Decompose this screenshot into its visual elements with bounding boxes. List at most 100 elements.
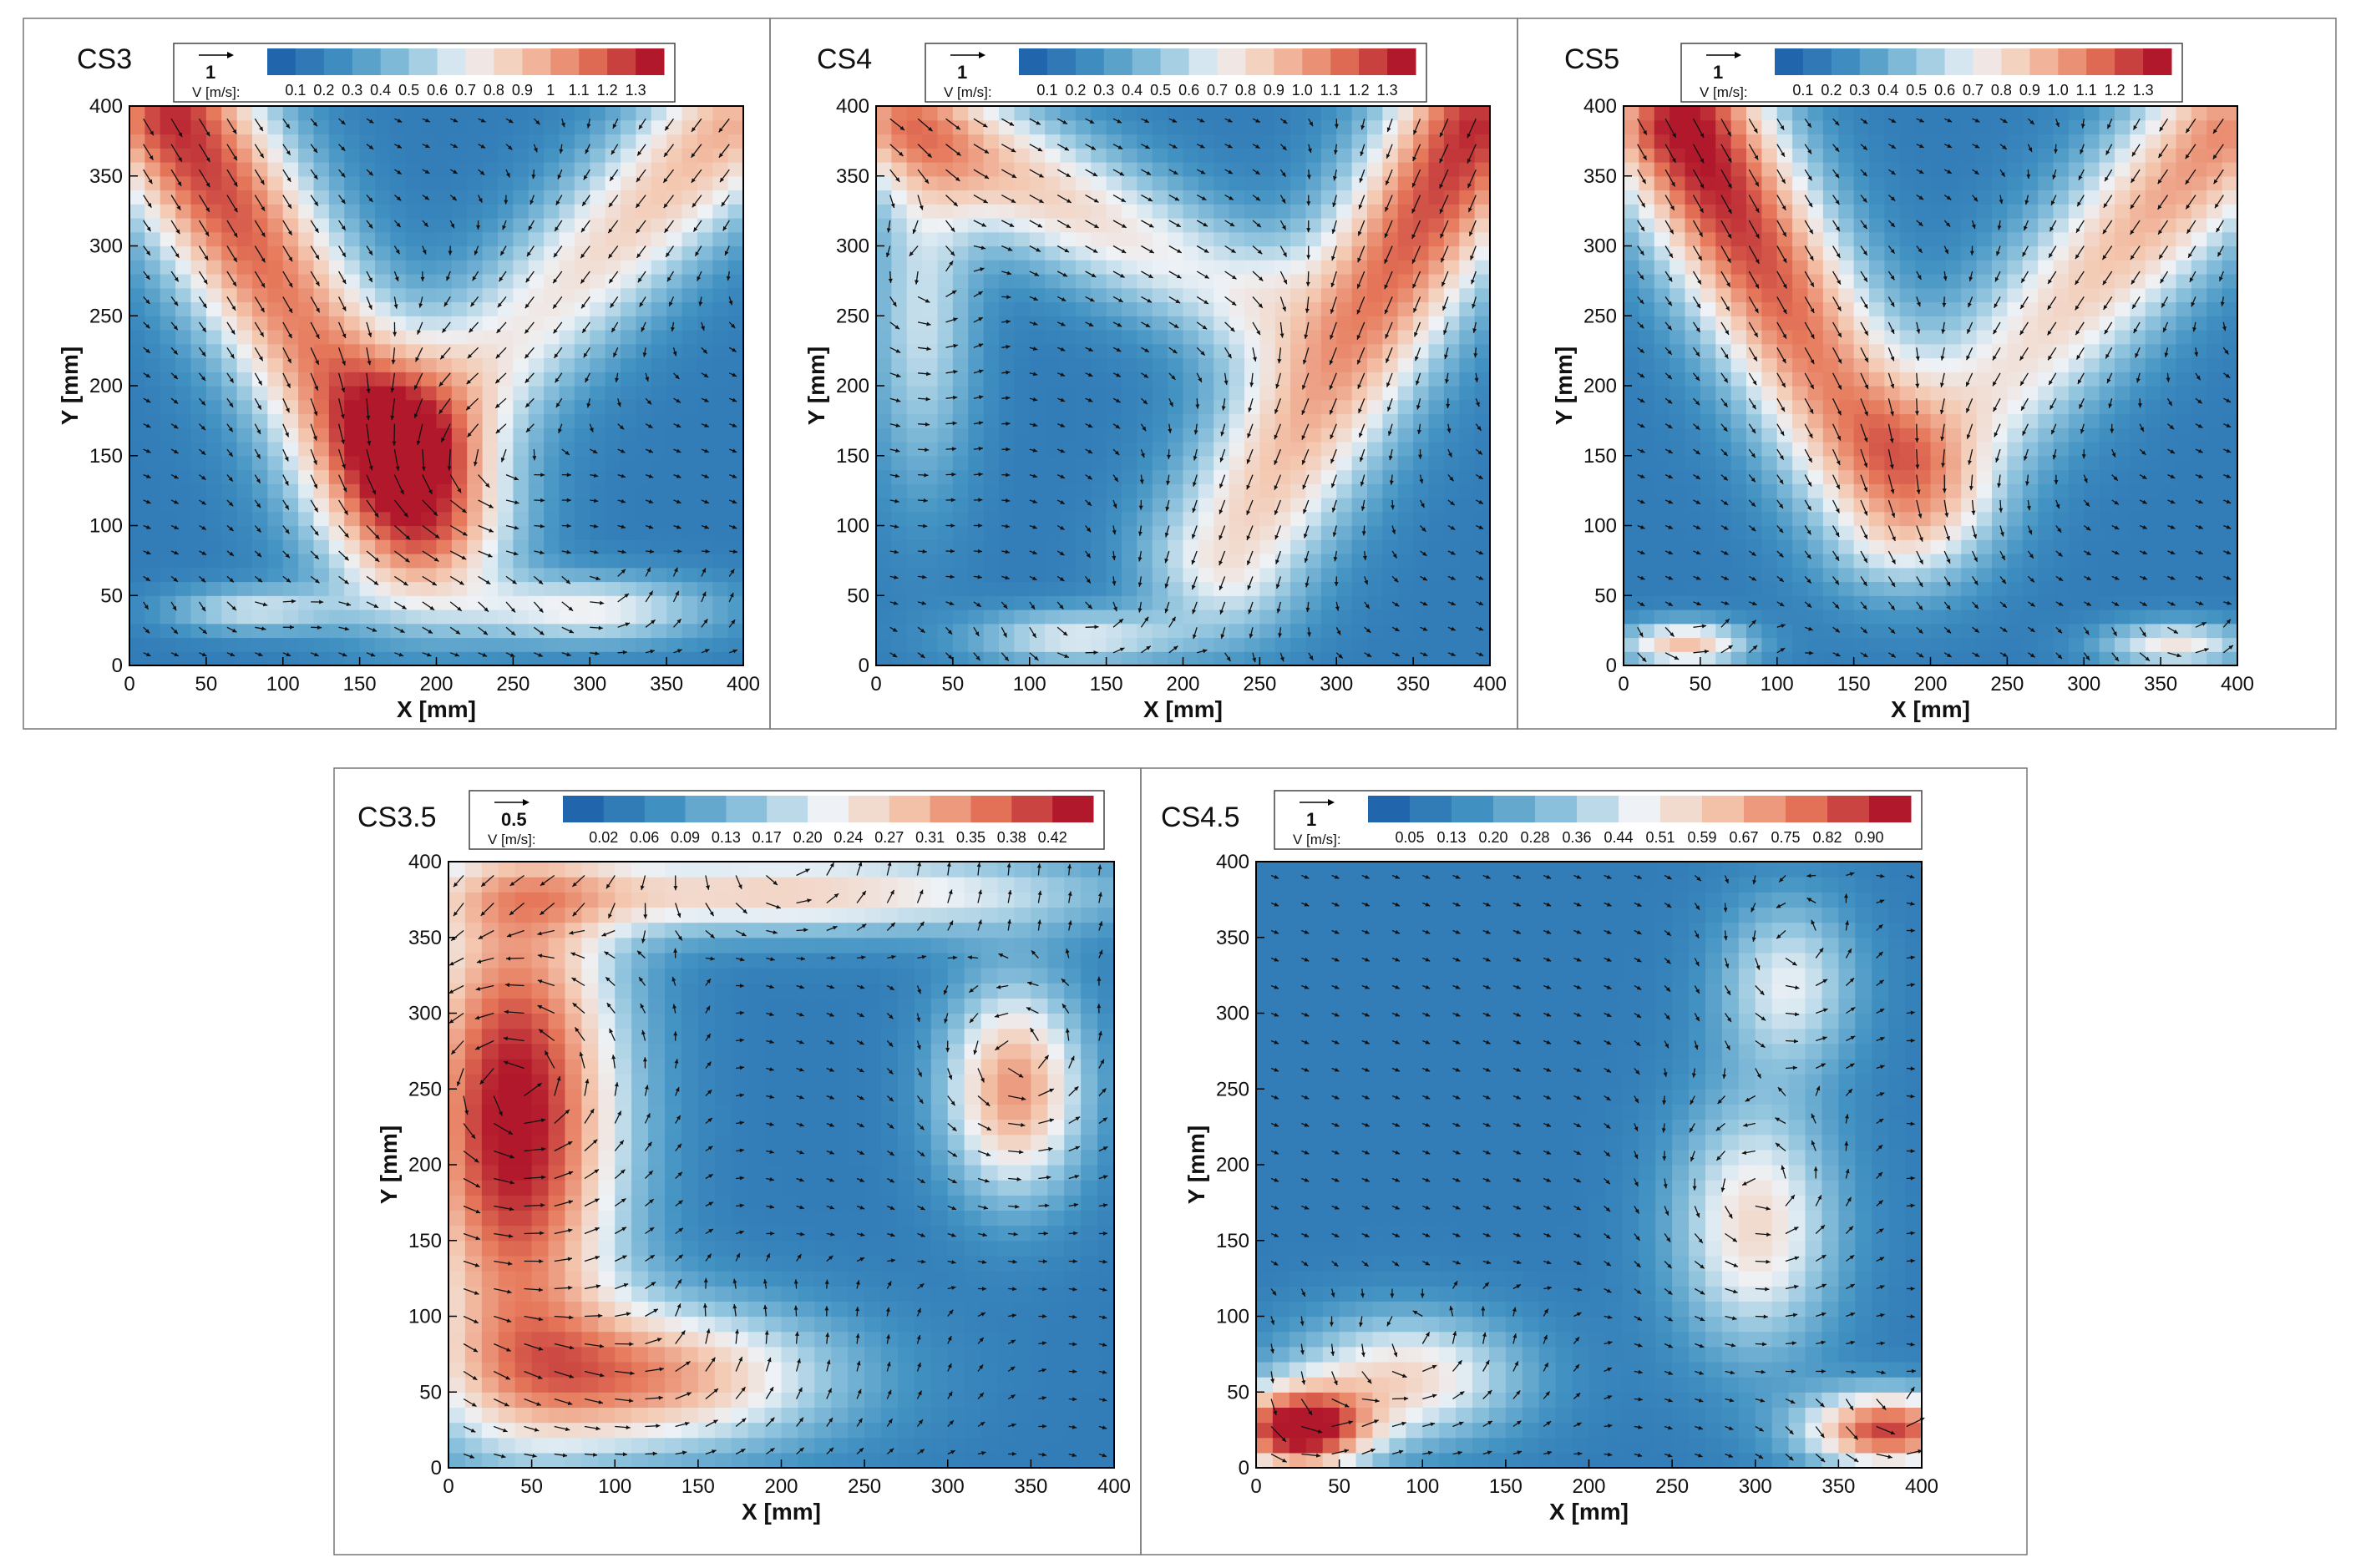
heatmap-cell [390, 469, 407, 484]
heatmap-cell [1259, 567, 1276, 583]
heatmap-cell [1459, 287, 1476, 303]
heatmap-cell [1014, 245, 1031, 260]
heatmap-cell [666, 316, 683, 331]
heatmap-cell [681, 539, 698, 554]
heatmap-cell [328, 357, 345, 372]
heatmap-cell [1290, 554, 1307, 569]
heatmap-cell [681, 567, 698, 583]
heatmap-cell [906, 301, 923, 316]
heatmap-cell [1259, 274, 1276, 289]
heatmap-cell [1244, 386, 1260, 401]
heatmap-cell [421, 218, 438, 233]
heatmap-cell [405, 357, 422, 372]
heatmap-cell [175, 343, 192, 359]
heatmap-cell [482, 119, 499, 135]
heatmap-cell [1259, 106, 1276, 121]
heatmap-cell [1014, 357, 1031, 372]
heatmap-cell [282, 498, 299, 513]
vector-arrow-head [144, 604, 149, 609]
heatmap-cell [1397, 469, 1414, 484]
heatmap-cell [1336, 399, 1353, 415]
heatmap-cell [267, 316, 284, 331]
heatmap-cell [451, 134, 468, 149]
heatmap-cell [1459, 399, 1476, 415]
heatmap-cell [559, 413, 575, 428]
heatmap-cell [298, 245, 315, 260]
heatmap-cell [1091, 623, 1107, 639]
heatmap-cell [651, 274, 667, 289]
heatmap-cell [1060, 231, 1077, 247]
heatmap-cell [252, 554, 268, 569]
heatmap-cell [1244, 301, 1260, 316]
heatmap-cell [221, 442, 238, 457]
heatmap-cell [891, 175, 908, 191]
heatmap-cell [666, 134, 683, 149]
heatmap-cell [144, 483, 161, 498]
heatmap-cell [252, 175, 268, 191]
heatmap-cell [190, 190, 207, 205]
heatmap-cell [968, 372, 985, 387]
heatmap-cell [498, 357, 514, 372]
heatmap-cell [252, 316, 268, 331]
heatmap-cell [1122, 483, 1137, 498]
heatmap-cell [359, 134, 376, 149]
heatmap-cell [1305, 386, 1322, 401]
heatmap-cell [1168, 469, 1184, 484]
heatmap-cell [405, 245, 422, 260]
heatmap-cells [129, 106, 744, 666]
heatmap-cell [236, 623, 253, 639]
heatmap-cell [144, 330, 161, 345]
heatmap-cell [1367, 427, 1383, 443]
heatmap-cell [906, 427, 923, 443]
heatmap-cell [952, 218, 969, 233]
heatmap-cell [313, 106, 330, 121]
heatmap-cell [190, 175, 207, 191]
heatmap-cell [252, 287, 268, 303]
legend-level-label: 0.1 [285, 82, 306, 99]
heatmap-cell [1259, 134, 1276, 149]
heatmap-cell [1060, 134, 1077, 149]
heatmap-cell [1382, 498, 1399, 513]
heatmap-cell [666, 498, 683, 513]
heatmap-cell [1290, 343, 1307, 359]
heatmap-cell [190, 623, 207, 639]
heatmap-cell [129, 218, 145, 233]
heatmap-cell [983, 119, 1000, 135]
heatmap-cell [922, 301, 939, 316]
heatmap-cell [359, 316, 376, 331]
heatmap-cell [1305, 651, 1322, 666]
heatmap-cell [1122, 162, 1137, 177]
heatmap-cell [666, 231, 683, 247]
heatmap-cell [205, 204, 222, 219]
legend: 1V [m/s]: 0.1 0.2 0.3 0.4 0.5 0.6 0.7 0.8 0.9 1 1.1… [173, 43, 676, 103]
heatmap-cell [1229, 260, 1245, 275]
heatmap-cell [1029, 106, 1046, 121]
heatmap-cell [1106, 386, 1122, 401]
legend-swatch [550, 48, 580, 75]
heatmap-cell [1152, 637, 1168, 652]
heatmap-cell [1152, 595, 1168, 610]
heatmap-cell [313, 442, 330, 457]
heatmap-cell [651, 119, 667, 135]
heatmap-cell [590, 316, 606, 331]
heatmap-cell [621, 609, 636, 625]
heatmap-cell [605, 190, 621, 205]
heatmap-cell [1474, 175, 1491, 191]
heatmap-cell [1183, 204, 1199, 219]
heatmap-cell [937, 301, 954, 316]
heatmap-cell [359, 623, 376, 639]
heatmap-cell [498, 343, 514, 359]
heatmap-cell [175, 372, 192, 387]
heatmap-cell [298, 162, 315, 177]
heatmap-cell [681, 399, 698, 415]
heatmap-cell [1213, 190, 1230, 205]
heatmap-cell [1320, 651, 1337, 666]
heatmap-cell [1029, 637, 1046, 652]
heatmap-cell [876, 301, 892, 316]
heatmap-cell [498, 525, 514, 540]
heatmap-cell [544, 455, 560, 471]
heatmap-cell [160, 581, 176, 596]
heatmap-cell [160, 134, 176, 149]
heatmap-cell [421, 245, 438, 260]
heatmap-cell [937, 245, 954, 260]
